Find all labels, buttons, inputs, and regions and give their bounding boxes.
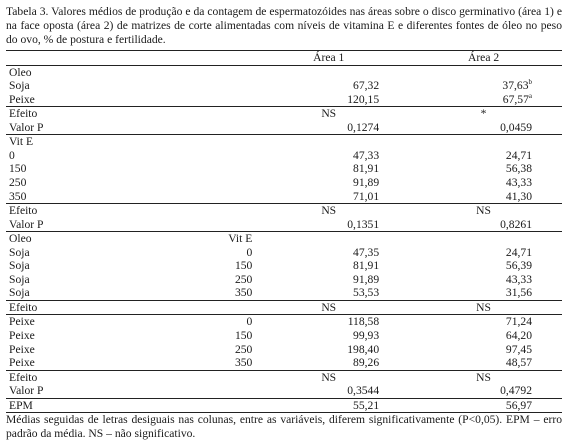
- efeito-row: Efeito NS NS: [9, 204, 491, 218]
- table-row: 350 71,01 41,30: [6, 189, 562, 205]
- table-row: Soja 150 81,91 56,39: [9, 259, 532, 273]
- table-row: Peixe 120,15 67,57a: [6, 91, 562, 108]
- table-row: Soja 350 53,53 31,56: [6, 286, 562, 301]
- table-row: Soja 67,32 37,63b: [9, 78, 533, 93]
- efeito-row: Efeito NS NS: [6, 300, 562, 316]
- table-header-row: Área 1 Área 2: [6, 50, 562, 66]
- table-row: 150 81,91 56,38: [9, 162, 532, 176]
- interaction-header-row: Oleo Vit E: [9, 232, 253, 246]
- table-row: Peixe 0 118,58 71,24: [9, 315, 532, 329]
- valor-p-row: Valor P 0,3544 0,4792: [6, 384, 562, 399]
- table-footnote: Médias seguidas de letras desiguais nas …: [6, 413, 562, 441]
- results-table: Área 1 Área 2 Oleo Soja 67,32 37,63b Pei…: [6, 50, 562, 414]
- table-row: Peixe 150 99,93 64,20: [9, 328, 532, 342]
- table-row: Soja 250 91,89 43,33: [9, 272, 532, 286]
- header-area2: Área 2: [405, 50, 562, 66]
- epm-row: EPM 55,21 56,97: [6, 398, 562, 414]
- efeito-row: Efeito NS *: [9, 107, 487, 121]
- header-area1: Área 1: [252, 50, 406, 66]
- table-row: Soja 0 47,35 24,71: [9, 245, 532, 259]
- table-caption: Tabela 3. Valores médios de produção e d…: [6, 5, 562, 46]
- efeito-row: Efeito NS NS: [9, 370, 491, 384]
- table-row: 250 91,89 43,33: [9, 175, 532, 189]
- section-title-vite: Vit E: [9, 135, 34, 149]
- table-row: Peixe 250 198,40 97,45: [9, 342, 532, 356]
- significance-letter: b: [528, 78, 533, 87]
- valor-p-row: Valor P 0,1274 0,0459: [6, 120, 562, 136]
- valor-p-row: Valor P 0,1351 0,8261: [6, 217, 562, 233]
- significance-letter: a: [528, 91, 532, 100]
- table-row: 0 47,33 24,71: [9, 148, 532, 162]
- section-title-oleo: Oleo: [9, 65, 32, 79]
- table-row: Peixe 350 89,26 48,57: [6, 356, 562, 371]
